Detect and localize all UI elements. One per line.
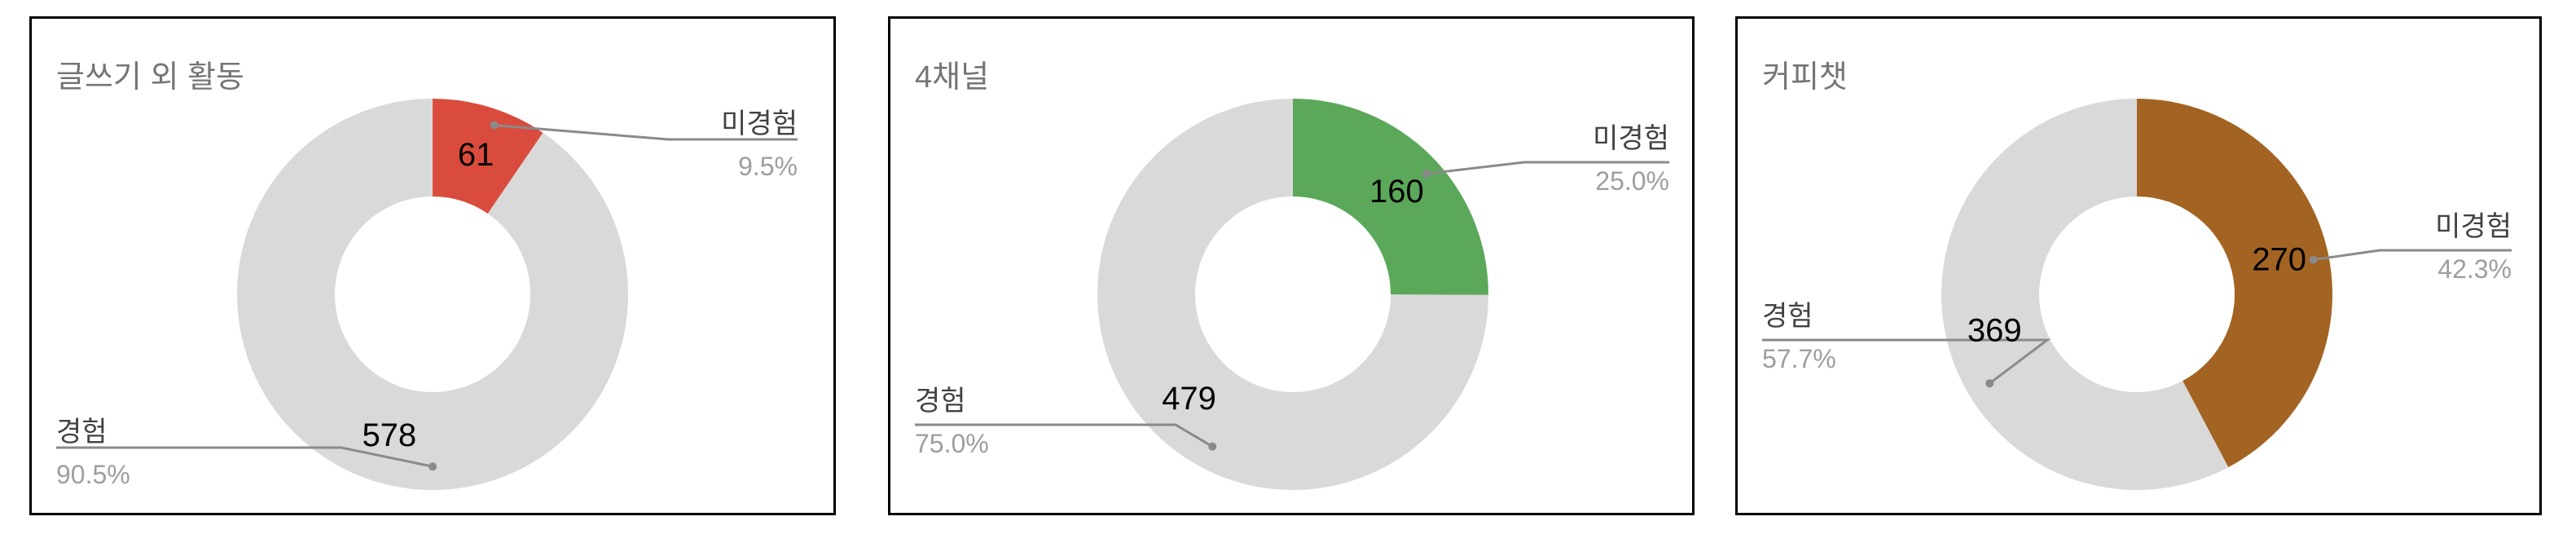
chart-title-1: 글쓰기 외 활동	[56, 60, 244, 95]
chart-title-2: 4채널	[915, 60, 989, 95]
value-experienced-3: 369	[1967, 312, 2022, 348]
label-experienced-3: 경험	[1762, 301, 1813, 332]
slice-unexperienced-3	[2137, 98, 2333, 468]
leader-line-experienced-2	[915, 423, 1213, 448]
donut-chart-3: 커피챗 미경험 42.3% 경험 57.7% 270 369	[1762, 60, 2512, 490]
label-unexperienced-1: 미경험	[721, 108, 798, 139]
slice-unexperienced-2	[1293, 99, 1488, 295]
leader-dot-experienced-2	[1208, 442, 1217, 451]
leader-line-experienced-1	[56, 446, 433, 468]
chart-panel-2: 4채널 미경험 25.0% 경험 75.0% 160 479	[888, 16, 1695, 515]
leader-dot-experienced-3	[1985, 379, 1994, 388]
percent-experienced-2: 75.0%	[915, 429, 989, 458]
value-experienced-1: 578	[362, 417, 416, 453]
percent-experienced-1: 90.5%	[56, 460, 130, 489]
chart-panel-1: 글쓰기 외 활동 미경험 9.5% 경험 90.5% 61 578	[29, 16, 836, 515]
percent-experienced-3: 57.7%	[1762, 344, 1836, 373]
percent-unexperienced-1: 9.5%	[738, 152, 798, 181]
value-unexperienced-1: 61	[458, 137, 495, 173]
leader-dot-experienced-1	[429, 462, 437, 471]
donut-chart-2: 4채널 미경험 25.0% 경험 75.0% 160 479	[915, 60, 1669, 490]
donut-chart-1: 글쓰기 외 활동 미경험 9.5% 경험 90.5% 61 578	[56, 60, 798, 490]
value-experienced-2: 479	[1162, 381, 1216, 417]
value-unexperienced-2: 160	[1369, 174, 1424, 210]
label-experienced-1: 경험	[56, 417, 108, 448]
leader-line-unexperienced-2	[1426, 161, 1669, 175]
chart-title-3: 커피챗	[1762, 60, 1848, 95]
leader-line-experienced-3	[1762, 338, 2051, 385]
leader-line-unexperienced-1	[494, 124, 798, 141]
percent-unexperienced-2: 25.0%	[1595, 166, 1669, 196]
leader-dot-unexperienced-3	[2309, 255, 2318, 264]
leader-line-unexperienced-3	[2313, 249, 2512, 262]
chart-panel-3: 커피챗 미경험 42.3% 경험 57.7% 270 369	[1735, 16, 2542, 515]
slice-experienced-2	[1097, 99, 1488, 490]
leader-dot-unexperienced-2	[1422, 170, 1431, 179]
slice-experienced-3	[1941, 99, 2229, 490]
label-unexperienced-3: 미경험	[2435, 211, 2512, 242]
value-unexperienced-3: 270	[2252, 242, 2306, 278]
slice-experienced-1	[236, 99, 628, 490]
percent-unexperienced-3: 42.3%	[2438, 254, 2512, 284]
label-experienced-2: 경험	[915, 386, 966, 417]
label-unexperienced-2: 미경험	[1593, 123, 1669, 154]
leader-dot-unexperienced-1	[490, 121, 499, 130]
